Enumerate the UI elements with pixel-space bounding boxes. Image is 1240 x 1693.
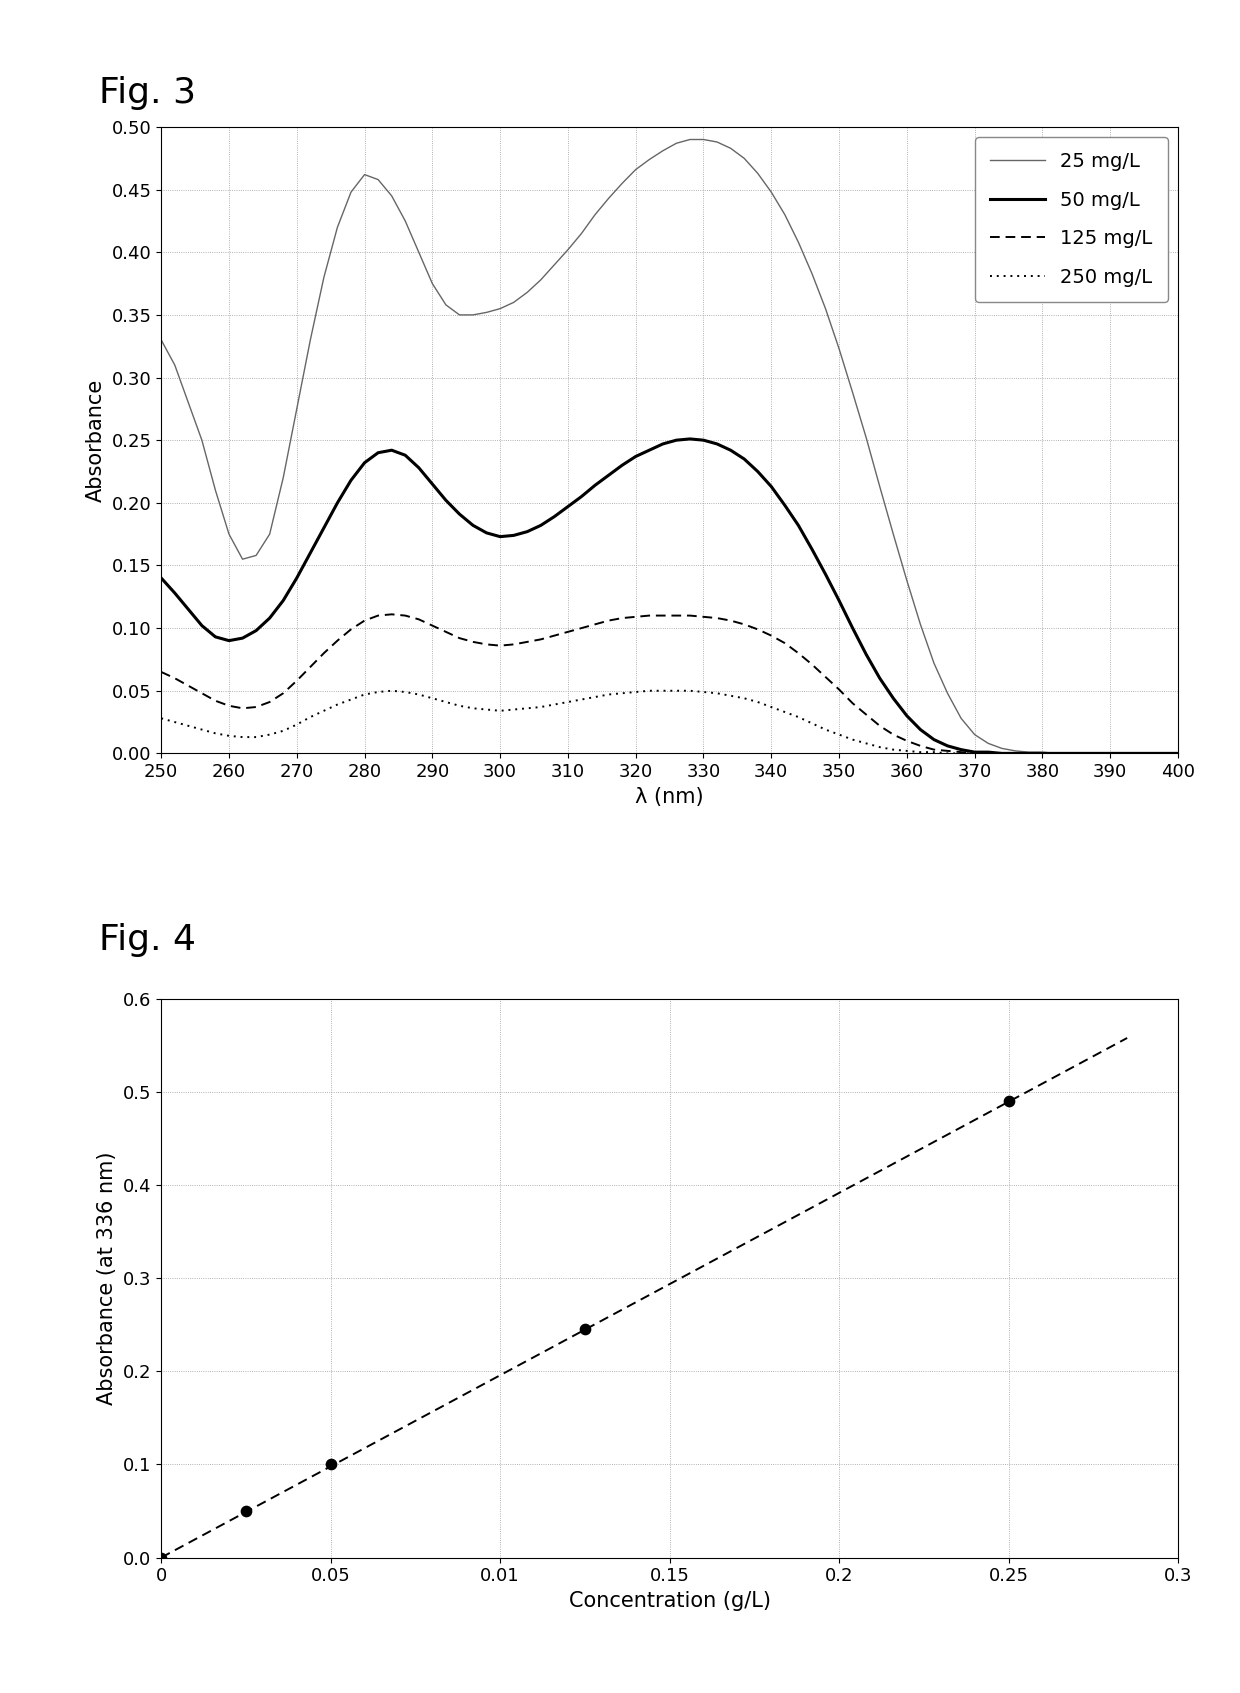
- X-axis label: λ (nm): λ (nm): [635, 787, 704, 806]
- Point: [151, 1544, 171, 1571]
- Point: [575, 1315, 595, 1343]
- X-axis label: Concentration (g/L): Concentration (g/L): [569, 1591, 770, 1610]
- Point: [236, 1498, 255, 1524]
- Point: [998, 1087, 1018, 1114]
- Point: [321, 1451, 341, 1478]
- Text: Fig. 3: Fig. 3: [99, 76, 196, 110]
- Y-axis label: Absorbance: Absorbance: [86, 379, 105, 501]
- Legend: 25 mg/L, 50 mg/L, 125 mg/L, 250 mg/L: 25 mg/L, 50 mg/L, 125 mg/L, 250 mg/L: [975, 137, 1168, 301]
- Text: Fig. 4: Fig. 4: [99, 923, 196, 957]
- Y-axis label: Absorbance (at 336 nm): Absorbance (at 336 nm): [98, 1151, 118, 1405]
